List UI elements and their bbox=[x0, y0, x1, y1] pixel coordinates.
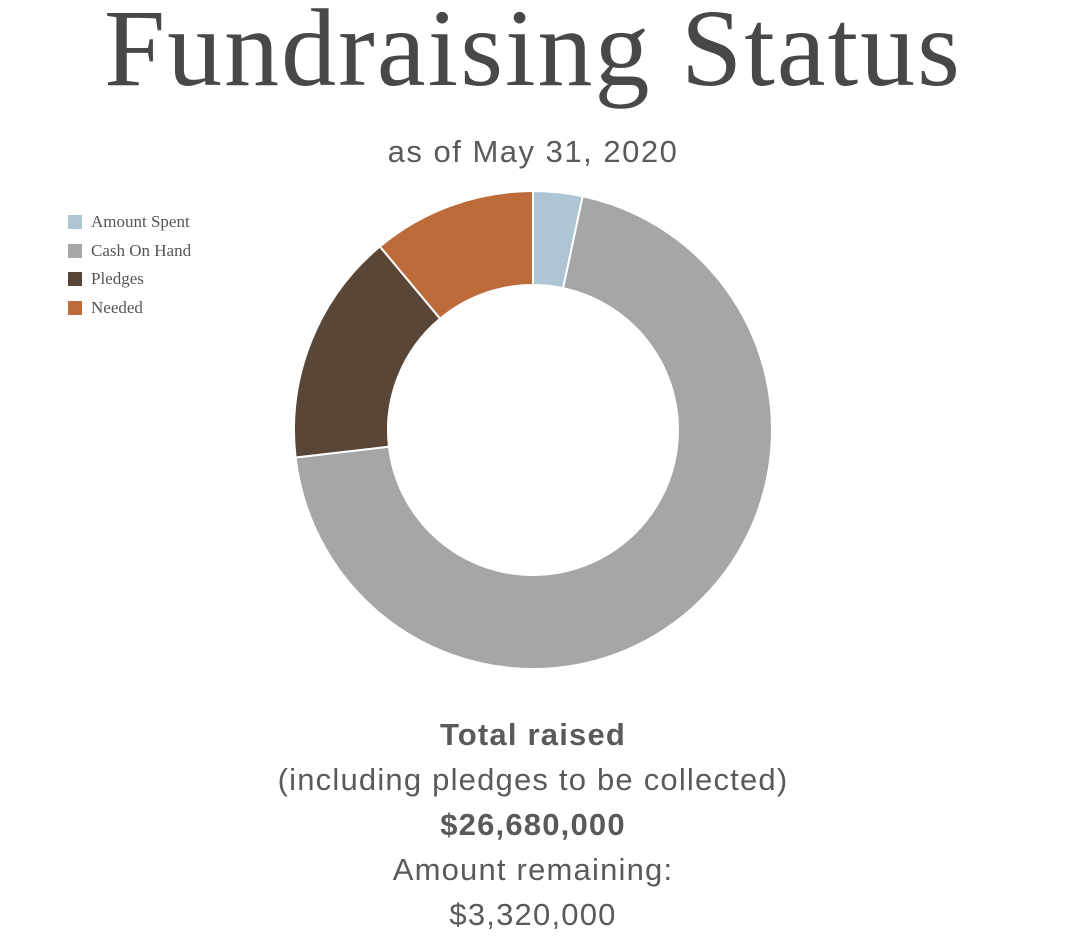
legend-swatch bbox=[68, 272, 82, 287]
chart-subtitle: as of May 31, 2020 bbox=[387, 134, 679, 169]
total-raised-value: $26,680,000 bbox=[440, 807, 626, 842]
legend-item-pledges[interactable]: Pledges bbox=[68, 265, 191, 294]
legend-swatch bbox=[68, 301, 82, 316]
legend-item-needed[interactable]: Needed bbox=[68, 294, 191, 323]
total-raised-note: (including pledges to be collected) bbox=[277, 762, 789, 797]
amount-remaining-value: $3,320,000 bbox=[449, 897, 617, 932]
chart-title: Fundraising Status bbox=[104, 0, 962, 109]
donut-slice-cash-on-hand[interactable] bbox=[294, 195, 773, 670]
legend: Amount Spent Cash On Hand Pledges Needed bbox=[68, 208, 191, 322]
legend-label: Amount Spent bbox=[91, 212, 190, 232]
total-raised-label: Total raised bbox=[439, 717, 627, 752]
legend-swatch bbox=[68, 243, 82, 258]
legend-swatch bbox=[68, 215, 82, 230]
legend-label: Needed bbox=[91, 298, 143, 318]
donut-slice-needed[interactable] bbox=[378, 189, 534, 321]
legend-item-amount-spent[interactable]: Amount Spent bbox=[68, 208, 191, 237]
legend-item-cash-on-hand[interactable]: Cash On Hand bbox=[68, 237, 191, 266]
amount-remaining-label: Amount remaining: bbox=[392, 852, 674, 887]
fundraising-summary: Total raised (including pledges to be co… bbox=[0, 712, 1066, 937]
legend-label: Cash On Hand bbox=[91, 240, 192, 260]
legend-label: Pledges bbox=[91, 269, 144, 289]
